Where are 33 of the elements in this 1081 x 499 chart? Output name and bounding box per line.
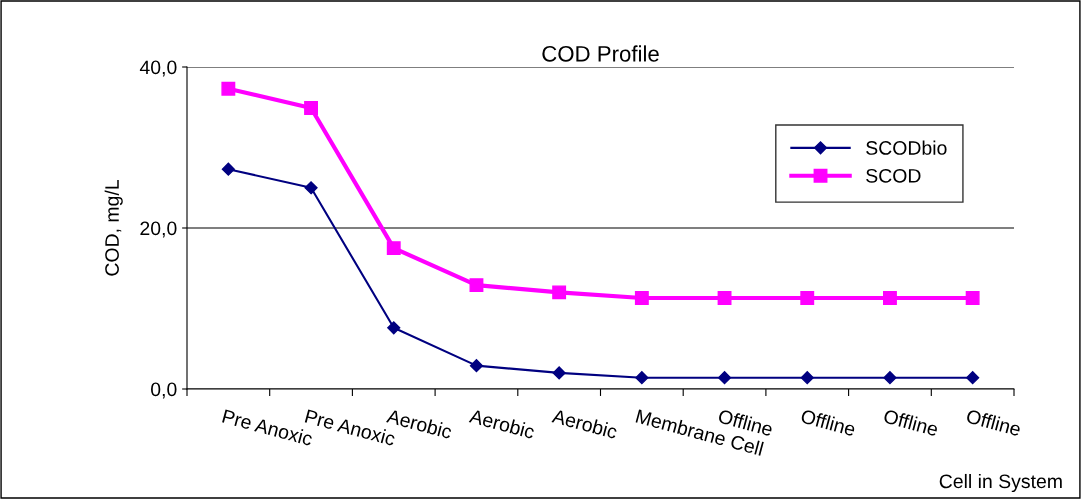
point: [800, 371, 814, 385]
x-tick-label: Aerobic: [551, 408, 619, 440]
point: [386, 241, 401, 256]
x-tick-label: Aerobic: [468, 408, 536, 440]
point: [965, 291, 980, 305]
x-tick-label: Offline: [883, 408, 939, 437]
point: [717, 291, 732, 305]
point: [387, 321, 401, 335]
point: [469, 359, 484, 373]
point: [717, 371, 732, 385]
point: [883, 291, 897, 305]
point: [635, 371, 649, 385]
point: [221, 81, 236, 96]
point: [634, 291, 649, 305]
point: [883, 371, 897, 385]
point: [304, 101, 318, 116]
chart-title: COD Profile: [542, 45, 659, 62]
y-tick-label: 0,0: [151, 382, 177, 399]
legend-label: SCOD: [866, 168, 921, 183]
y-tick-label: 40,0: [139, 60, 177, 77]
x-tick-label: Offline: [800, 408, 857, 437]
y-tick-label: 20,0: [140, 221, 177, 238]
point: [552, 366, 566, 380]
point: [304, 181, 318, 195]
legend-label: SCODbio: [866, 140, 947, 155]
x-axis-title: Cell in System: [939, 473, 1062, 493]
point: [469, 278, 484, 293]
point: [966, 371, 980, 385]
point: [800, 291, 815, 305]
x-tick-label: Offline: [965, 408, 1022, 437]
y-axis-title: COD, mg/L: [104, 180, 123, 276]
point: [221, 162, 235, 176]
point: [552, 285, 567, 300]
